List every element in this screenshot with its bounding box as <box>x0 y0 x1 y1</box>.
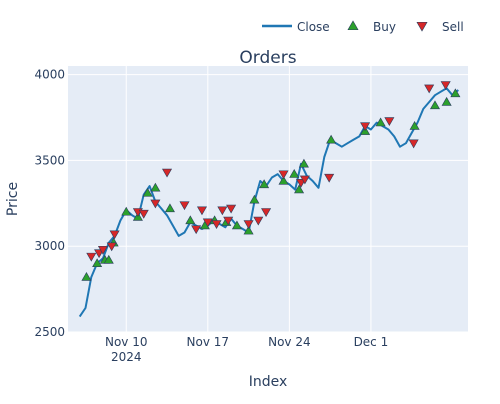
buy-marker[interactable] <box>150 182 161 192</box>
legend-buy-swatch <box>347 20 359 31</box>
sell-marker[interactable] <box>217 206 228 216</box>
sell-marker[interactable] <box>424 84 435 94</box>
sell-marker[interactable] <box>138 209 149 219</box>
y-tick-label: 2500 <box>34 325 65 339</box>
x-tick-year-label: 2024 <box>111 350 142 364</box>
buy-marker[interactable] <box>121 206 132 216</box>
sell-marker[interactable] <box>150 199 161 209</box>
sell-marker[interactable] <box>97 245 108 255</box>
y-tick-label: 4000 <box>34 68 65 82</box>
sell-marker[interactable] <box>86 252 97 262</box>
buy-marker[interactable] <box>142 187 153 197</box>
chart-title: Orders <box>239 48 296 68</box>
legend-item-sell[interactable]: Sell <box>416 20 464 34</box>
sell-marker[interactable] <box>179 201 190 211</box>
sell-marker[interactable] <box>106 242 117 252</box>
buy-marker[interactable] <box>249 194 260 204</box>
sell-marker[interactable] <box>162 168 173 178</box>
legend-item-buy[interactable]: Buy <box>347 20 396 34</box>
x-tick-label: Nov 24 <box>268 335 311 349</box>
sell-marker[interactable] <box>223 216 234 226</box>
buy-marker[interactable] <box>231 220 242 230</box>
buy-marker[interactable] <box>289 169 300 178</box>
sell-marker[interactable] <box>440 81 451 90</box>
buy-marker[interactable] <box>259 179 270 189</box>
sell-marker[interactable] <box>261 208 272 217</box>
plot-area <box>68 66 468 332</box>
buy-marker[interactable] <box>103 254 114 264</box>
buy-marker[interactable] <box>185 215 196 225</box>
legend-close-label: Close <box>297 20 330 34</box>
y-tick-label: 3000 <box>34 239 65 253</box>
buy-marker[interactable] <box>450 88 461 98</box>
sell-marker[interactable] <box>202 218 213 228</box>
y-axis-label: Price <box>5 182 21 216</box>
sell-marker[interactable] <box>109 230 120 240</box>
buy-marker[interactable] <box>243 225 254 235</box>
sell-marker[interactable] <box>243 220 254 229</box>
buy-marker[interactable] <box>81 271 92 281</box>
legend-item-close[interactable]: Close <box>262 20 330 34</box>
close-price-line <box>78 87 459 318</box>
legend[interactable]: Close Buy Sell <box>262 20 464 34</box>
x-tick-label: Dec 1 <box>354 335 389 349</box>
sell-marker[interactable] <box>384 117 395 127</box>
buy-marker[interactable] <box>429 100 441 110</box>
series-layer <box>78 81 461 318</box>
buy-marker[interactable] <box>92 258 103 268</box>
sell-marker[interactable] <box>253 216 264 226</box>
sell-marker[interactable] <box>211 220 222 229</box>
sell-marker[interactable] <box>226 204 237 214</box>
grid <box>68 66 468 333</box>
x-tick-label: Nov 10 <box>105 335 148 349</box>
legend-sell-label: Sell <box>442 20 464 34</box>
buy-marker[interactable] <box>278 175 289 185</box>
sell-marker[interactable] <box>408 139 419 149</box>
x-tick-label: Nov 17 <box>187 335 230 349</box>
sell-marker[interactable] <box>196 206 207 216</box>
buy-marker[interactable] <box>164 203 175 213</box>
buy-marker[interactable] <box>326 134 337 144</box>
sell-marker[interactable] <box>324 173 335 183</box>
buy-marker[interactable] <box>294 184 305 194</box>
buy-marker[interactable] <box>298 158 309 168</box>
legend-sell-swatch <box>416 21 428 32</box>
sell-marker[interactable] <box>299 175 310 185</box>
buy-marker[interactable] <box>375 117 386 127</box>
x-axis-label: Index <box>249 374 288 390</box>
buy-marker[interactable] <box>409 120 420 130</box>
sell-marker[interactable] <box>191 225 202 235</box>
legend-buy-label: Buy <box>373 20 396 34</box>
sell-marker[interactable] <box>360 122 371 132</box>
sell-marker[interactable] <box>278 170 289 180</box>
y-tick-label: 3500 <box>34 153 65 167</box>
buy-marker[interactable] <box>441 96 452 106</box>
